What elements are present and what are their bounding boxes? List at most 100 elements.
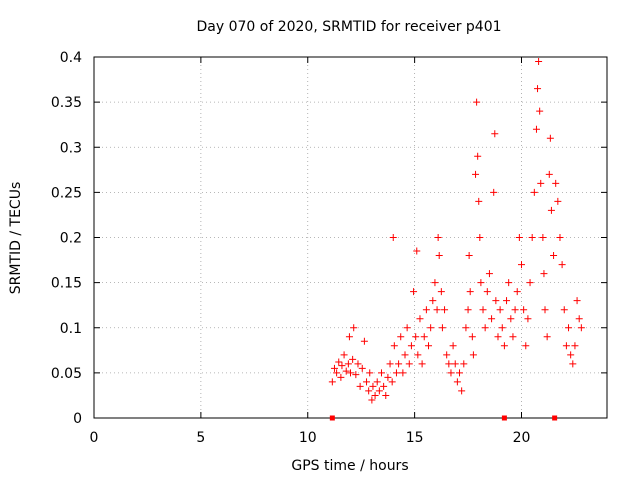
data-point (528, 234, 536, 241)
data-point (500, 342, 508, 350)
data-point (349, 355, 357, 363)
y-tick-label: 0.15 (51, 276, 82, 292)
data-point (338, 362, 346, 370)
data-point (413, 247, 421, 255)
y-tick-label: 0 (73, 411, 82, 427)
data-point (524, 315, 532, 323)
data-point (418, 360, 426, 368)
data-point (547, 206, 555, 214)
data-point (395, 360, 403, 368)
data-point (356, 382, 364, 390)
data-point (465, 252, 473, 260)
data-point (352, 371, 360, 379)
data-point (556, 234, 564, 241)
data-point (410, 288, 418, 296)
data-point (494, 333, 502, 341)
data-point (350, 324, 358, 332)
y-axis-label: SRMTID / TECUs (8, 182, 24, 295)
data-point (534, 85, 542, 93)
data-point (390, 342, 398, 350)
data-point (437, 288, 445, 296)
data-point (472, 170, 480, 178)
data-point (431, 279, 439, 287)
data-point (473, 98, 481, 106)
zero-value-marker (329, 415, 335, 421)
data-point (541, 306, 549, 314)
data-point (518, 261, 525, 269)
data-point (340, 351, 348, 359)
data-point (373, 378, 381, 386)
data-point (569, 360, 577, 368)
data-point (337, 373, 345, 381)
data-point (427, 324, 435, 332)
data-point (539, 234, 547, 241)
data-point (392, 369, 400, 377)
data-point (520, 306, 528, 314)
data-point (441, 306, 449, 314)
data-point (550, 252, 558, 260)
zero-value-marker (501, 415, 507, 421)
data-point (491, 130, 499, 138)
data-point (335, 358, 343, 366)
data-point (560, 306, 568, 314)
data-point (416, 315, 424, 323)
data-point (492, 297, 500, 305)
data-point (479, 306, 487, 314)
data-point (464, 306, 472, 314)
y-tick-label: 0.3 (60, 140, 82, 156)
data-point (354, 360, 362, 368)
zero-value-marker (552, 415, 558, 421)
data-point (401, 351, 409, 359)
data-point (509, 333, 517, 341)
data-point (469, 351, 477, 359)
data-point (496, 306, 504, 314)
data-point (342, 367, 350, 375)
data-point (468, 333, 476, 341)
data-point (571, 342, 579, 350)
data-point (449, 342, 457, 350)
data-point (405, 360, 413, 368)
data-point (554, 197, 562, 205)
data-point (505, 279, 513, 287)
data-point (397, 333, 405, 341)
data-point (513, 288, 521, 296)
data-point (535, 58, 543, 66)
data-point (475, 197, 483, 205)
y-tick-label: 0.4 (60, 50, 82, 66)
data-point (558, 261, 566, 269)
x-tick-label: 15 (406, 430, 424, 446)
data-point (407, 342, 415, 350)
data-point (565, 324, 573, 332)
data-point (443, 351, 451, 359)
data-point (567, 351, 575, 359)
data-point (451, 360, 459, 368)
data-point (330, 364, 338, 372)
data-point (545, 170, 553, 178)
data-point (474, 152, 482, 160)
data-point (536, 107, 544, 115)
data-point (460, 360, 468, 368)
data-point (476, 234, 484, 241)
data-point (422, 306, 430, 314)
data-point (384, 373, 392, 381)
y-tick-label: 0.05 (51, 366, 82, 382)
data-point (403, 324, 411, 332)
data-point (530, 188, 538, 196)
data-point (388, 378, 396, 386)
data-point (433, 306, 441, 314)
data-point (445, 360, 453, 368)
data-point (447, 369, 455, 377)
data-point (575, 315, 583, 323)
data-point (360, 337, 368, 345)
data-point (328, 378, 336, 386)
data-point (490, 188, 498, 196)
data-point (503, 297, 511, 305)
data-point (377, 369, 385, 377)
data-point (511, 306, 519, 314)
y-tick-label: 0.25 (51, 185, 82, 201)
data-point (380, 382, 388, 390)
data-point (389, 234, 397, 241)
data-point (540, 270, 548, 278)
data-point (477, 279, 485, 287)
